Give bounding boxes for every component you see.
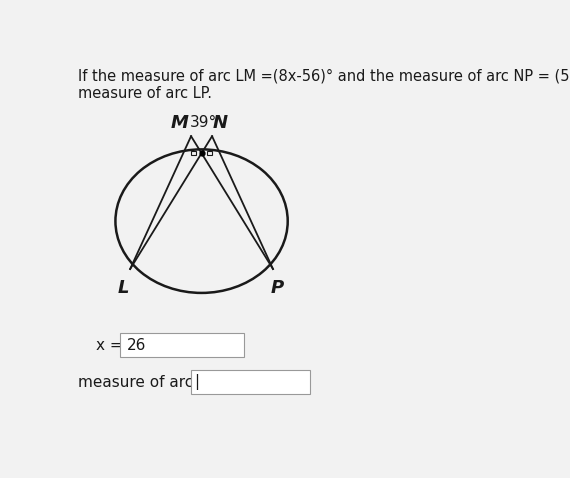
Text: N: N bbox=[213, 114, 227, 132]
FancyBboxPatch shape bbox=[190, 370, 310, 394]
Text: P: P bbox=[271, 279, 284, 297]
Text: x =: x = bbox=[96, 338, 122, 353]
Text: If the measure of arc LM =(8x-56)° and the measure of arc NP = (5x+22)°, find x : If the measure of arc LM =(8x-56)° and t… bbox=[78, 68, 570, 101]
Bar bbox=[192, 152, 196, 155]
Text: measure of arc LP =: measure of arc LP = bbox=[78, 375, 233, 390]
Text: 39°: 39° bbox=[190, 115, 217, 130]
Text: |: | bbox=[194, 374, 199, 390]
FancyBboxPatch shape bbox=[120, 334, 243, 358]
Text: M: M bbox=[171, 114, 189, 132]
Bar bbox=[207, 152, 211, 155]
Text: 26: 26 bbox=[127, 338, 146, 353]
Text: L: L bbox=[118, 279, 129, 297]
